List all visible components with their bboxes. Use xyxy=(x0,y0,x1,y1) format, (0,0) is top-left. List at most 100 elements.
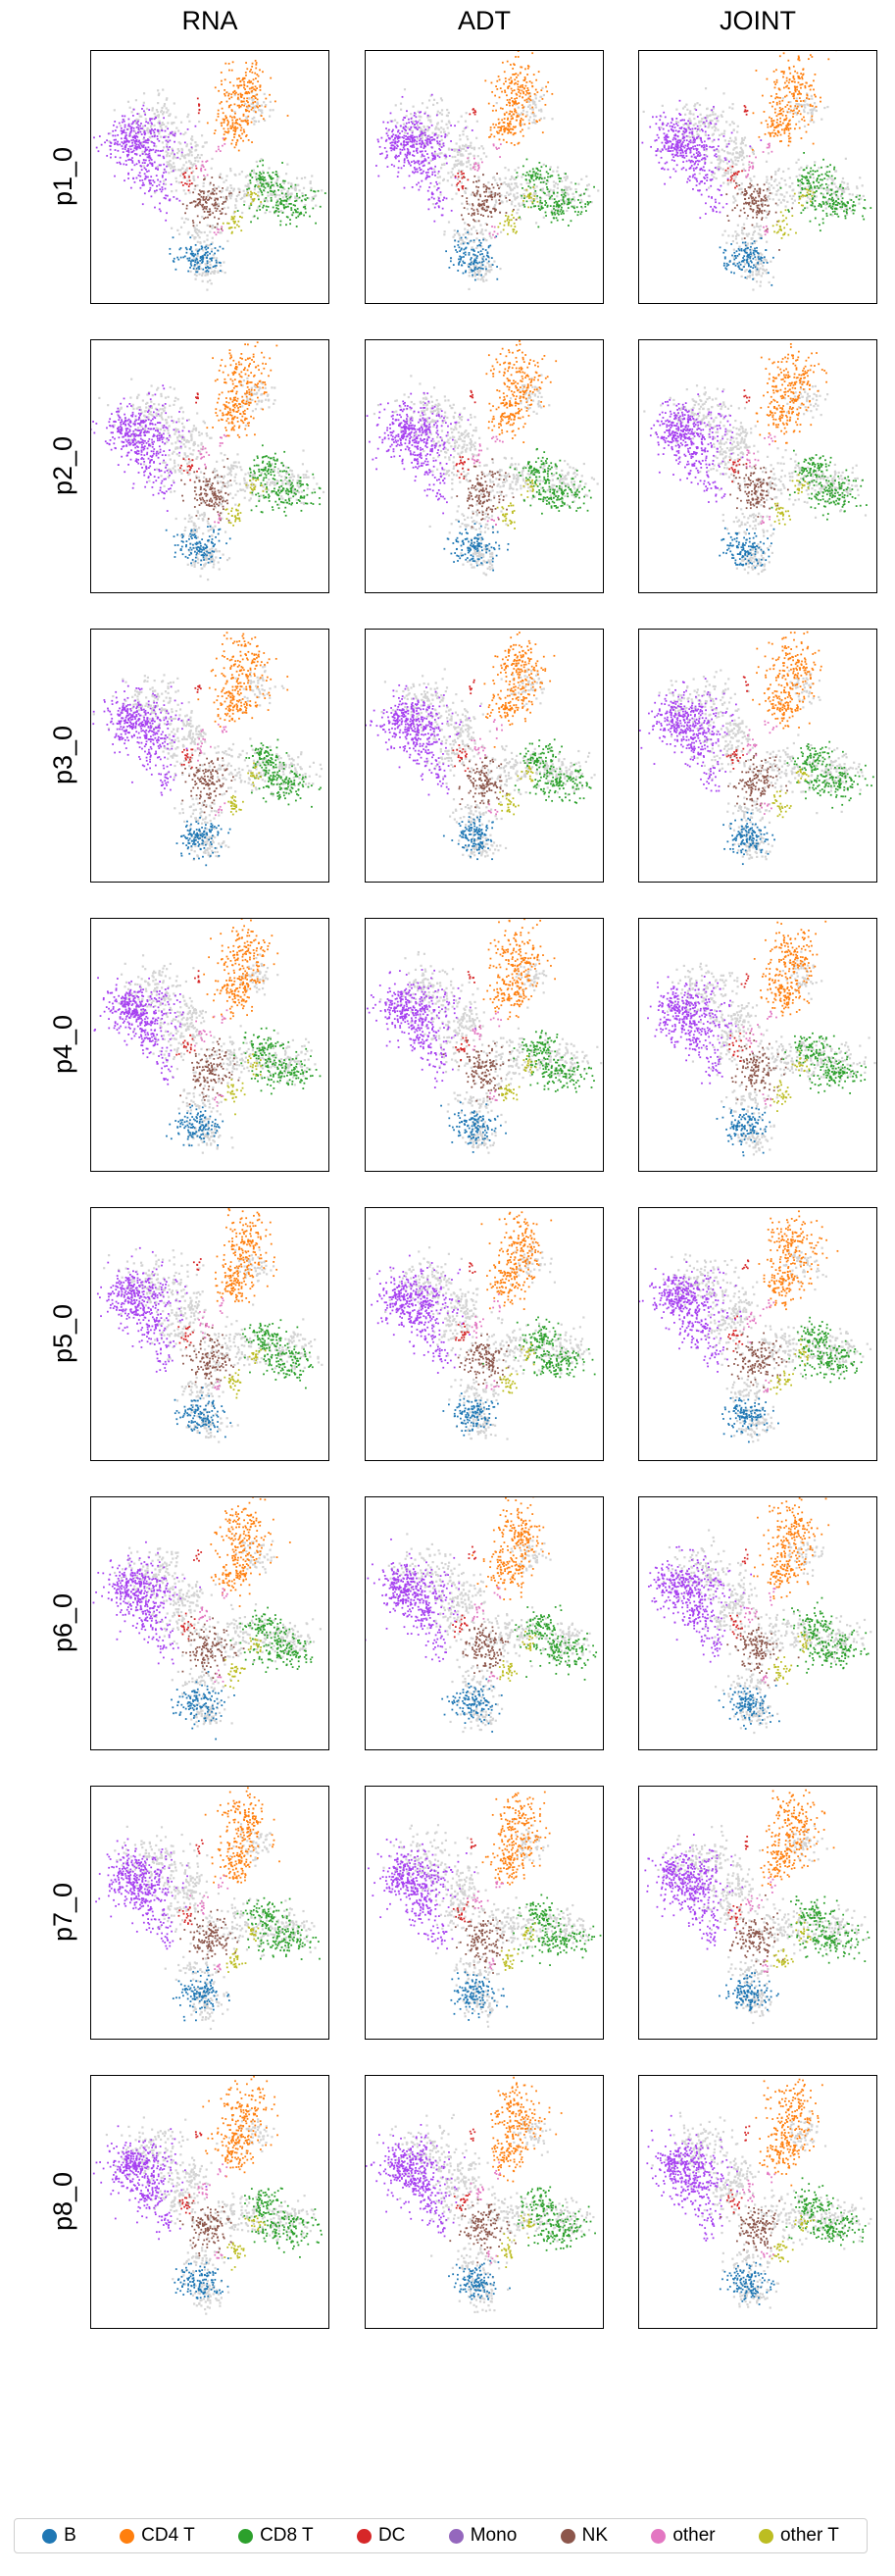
cell-point xyxy=(254,176,258,178)
cell-point xyxy=(205,161,208,163)
cell-point xyxy=(165,135,168,138)
cell-point xyxy=(481,206,484,209)
cell-point xyxy=(777,198,780,201)
cell-point xyxy=(469,152,472,155)
cell-point xyxy=(391,120,394,123)
cell-point xyxy=(690,147,692,149)
cell-point xyxy=(684,152,687,155)
cell-point xyxy=(709,178,712,181)
cell-point xyxy=(731,162,734,165)
cell-point xyxy=(503,118,506,120)
cell-point xyxy=(560,208,563,211)
cell-point xyxy=(133,120,136,123)
cell-point xyxy=(698,172,701,176)
cell-point xyxy=(202,268,205,271)
cell-point xyxy=(146,165,149,167)
cell-point xyxy=(768,186,771,189)
cell-point xyxy=(128,158,131,161)
cell-point xyxy=(542,93,545,97)
cell-point xyxy=(737,156,740,159)
cell-point xyxy=(128,145,131,148)
cell-point xyxy=(188,257,191,260)
cell-point xyxy=(534,88,537,91)
cell-point xyxy=(514,97,517,100)
cell-point xyxy=(765,180,769,184)
cell-point xyxy=(676,125,679,126)
cell-point xyxy=(456,231,459,234)
cell-point xyxy=(412,105,415,108)
cell-point xyxy=(681,132,684,135)
cell-point xyxy=(794,70,796,73)
cell-point xyxy=(410,126,413,129)
cell-point xyxy=(492,105,495,107)
cell-point xyxy=(642,110,645,114)
cell-point xyxy=(547,190,550,193)
cell-point xyxy=(295,192,298,195)
cell-point xyxy=(138,129,141,132)
cell-point xyxy=(525,111,528,114)
cell-point xyxy=(240,171,244,174)
cell-point xyxy=(261,182,264,185)
cell-point xyxy=(693,104,696,108)
cell-point xyxy=(204,198,206,201)
cell-point xyxy=(158,120,161,123)
cell-point xyxy=(197,250,199,253)
cell-point xyxy=(687,120,690,123)
cell-point xyxy=(840,194,843,198)
cell-point xyxy=(800,92,802,95)
cell-point xyxy=(531,108,534,111)
cell-point xyxy=(276,185,280,188)
cell-point xyxy=(589,201,592,203)
cell-point xyxy=(275,174,278,177)
cell-point xyxy=(188,167,191,170)
cell-point xyxy=(419,115,422,119)
cell-point xyxy=(395,134,397,137)
cell-point xyxy=(797,102,800,106)
cell-point xyxy=(710,161,713,165)
cell-point xyxy=(542,180,545,183)
cell-point xyxy=(231,124,234,126)
cell-point xyxy=(717,128,720,131)
cell-point xyxy=(775,183,778,187)
cell-point xyxy=(496,193,499,196)
cell-point xyxy=(127,148,129,150)
cell-point xyxy=(240,229,243,232)
cell-point xyxy=(545,85,547,88)
cell-point xyxy=(814,74,817,76)
cell-point xyxy=(141,127,144,130)
cell-point xyxy=(489,211,491,213)
cell-point xyxy=(473,258,476,261)
cell-point xyxy=(413,172,416,175)
cell-point xyxy=(151,162,154,165)
cell-point xyxy=(442,144,445,147)
cell-point xyxy=(523,77,526,80)
cell-point xyxy=(173,261,175,263)
cell-point xyxy=(149,118,151,120)
cell-point xyxy=(180,154,183,158)
cell-point xyxy=(207,190,210,193)
cell-point xyxy=(247,182,250,185)
cell-point xyxy=(555,217,558,220)
cell-point xyxy=(489,194,491,197)
cell-point xyxy=(534,205,537,208)
cell-point xyxy=(539,117,543,121)
cell-point xyxy=(260,202,263,206)
cell-point xyxy=(457,229,459,232)
cell-point xyxy=(202,199,205,201)
cell-point xyxy=(484,272,487,276)
cell-point xyxy=(150,176,153,178)
cell-point xyxy=(248,87,251,90)
cell-point xyxy=(445,162,448,165)
cell-point xyxy=(214,226,217,228)
cell-point xyxy=(736,125,739,127)
cell-point xyxy=(132,126,135,129)
cell-point xyxy=(682,130,685,132)
cell-point xyxy=(513,143,516,146)
cell-point xyxy=(532,74,535,76)
cell-point xyxy=(215,257,219,260)
cell-point xyxy=(206,272,210,275)
cell-point xyxy=(221,79,223,82)
cell-point xyxy=(663,145,666,148)
labeled-cells xyxy=(93,60,326,274)
cell-point xyxy=(705,148,708,150)
